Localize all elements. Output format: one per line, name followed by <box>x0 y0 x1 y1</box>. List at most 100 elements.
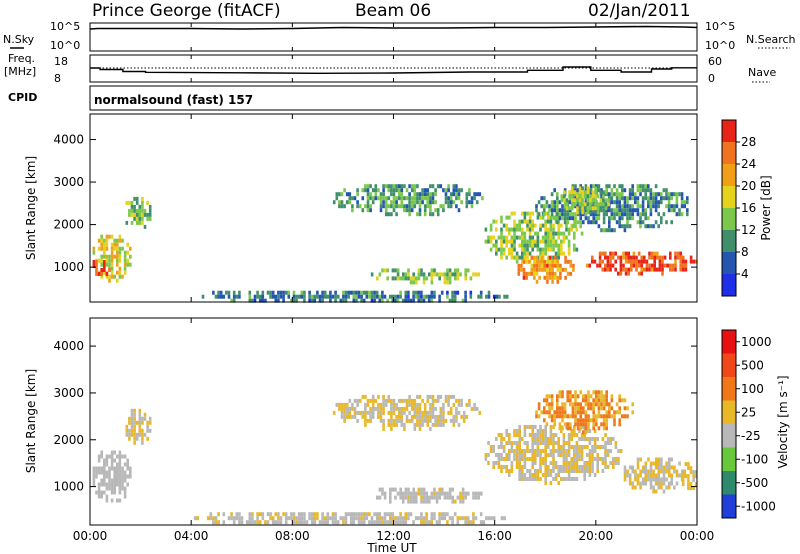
heatmap-cell <box>118 254 122 259</box>
heatmap-cell <box>575 465 579 469</box>
heatmap-cell <box>667 204 671 209</box>
heatmap-cell <box>248 516 252 521</box>
heatmap-cell <box>502 457 506 461</box>
heatmap-cell <box>573 429 576 433</box>
heatmap-cell <box>649 212 653 217</box>
heatmap-cell <box>371 188 375 193</box>
heatmap-cell <box>103 482 106 487</box>
heatmap-cell <box>649 469 653 474</box>
heatmap-cell <box>541 449 545 453</box>
heatmap-cell <box>95 474 98 479</box>
heatmap-cell <box>608 192 611 197</box>
heatmap-cell <box>571 410 575 415</box>
heatmap-cell <box>123 270 127 275</box>
heatmap-cell <box>297 294 301 299</box>
heatmap-cell <box>408 212 411 217</box>
heatmap-cell <box>618 224 621 229</box>
heatmap-cell <box>290 512 293 517</box>
heatmap-cell <box>543 275 547 280</box>
heatmap-cell <box>108 268 111 272</box>
heatmap-cell <box>405 402 409 407</box>
heatmap-cell <box>356 410 359 415</box>
heatmap-cell <box>392 184 396 189</box>
nave-tick-high: 60 <box>708 55 722 68</box>
heatmap-cell <box>631 410 634 415</box>
colorbar-segment <box>722 424 736 448</box>
heatmap-cell <box>608 184 611 189</box>
heatmap-cell <box>381 516 384 521</box>
heatmap-cell <box>352 298 356 303</box>
heatmap-cell <box>587 402 590 407</box>
heatmap-cell <box>556 398 559 403</box>
heatmap-cell <box>563 190 566 195</box>
heatmap-cell <box>336 294 340 299</box>
heatmap-cell <box>626 414 629 419</box>
heatmap-cell <box>608 216 611 221</box>
heatmap-cell <box>601 437 605 441</box>
heatmap-cell <box>464 298 467 303</box>
heatmap-cell <box>602 202 605 207</box>
heatmap-cell <box>544 247 547 252</box>
heatmap-cell <box>248 520 252 525</box>
heatmap-cell <box>510 247 514 252</box>
heatmap-cell <box>323 294 327 299</box>
heatmap-cell <box>456 520 460 525</box>
heatmap-cell <box>578 198 582 203</box>
heatmap-cell <box>472 495 475 500</box>
heatmap-cell <box>430 495 434 500</box>
heatmap-cell <box>639 220 642 225</box>
heatmap-cell <box>588 457 592 461</box>
heatmap-cell <box>206 516 210 521</box>
heatmap-cell <box>634 473 637 478</box>
heatmap-cell <box>348 196 352 201</box>
heatmap-cell <box>551 279 554 284</box>
heatmap-cell <box>610 394 614 399</box>
heatmap-cell <box>627 251 630 256</box>
heatmap-cell <box>121 470 124 475</box>
heatmap-cell <box>681 474 685 479</box>
heatmap-cell <box>604 445 607 449</box>
heatmap-cell <box>403 196 406 201</box>
heatmap-cell <box>433 487 436 492</box>
heatmap-cell <box>561 208 564 213</box>
heatmap-cell <box>409 280 413 285</box>
heatmap-cell <box>606 465 610 469</box>
heatmap-cell <box>121 246 124 251</box>
heatmap-cell <box>639 184 642 189</box>
heatmap-cell <box>597 394 601 399</box>
power-scale-label: Power [dB] <box>759 175 773 240</box>
heatmap-cell <box>434 200 437 205</box>
heatmap-cell <box>575 461 579 465</box>
heatmap-cell <box>395 184 398 189</box>
heatmap-cell <box>129 246 132 251</box>
heatmap-cell <box>408 398 411 403</box>
heatmap-cell <box>535 414 538 419</box>
heatmap-cell <box>515 461 519 465</box>
heatmap-cell <box>408 208 411 213</box>
heatmap-cell <box>297 520 301 525</box>
heatmap-cell <box>133 424 136 429</box>
heatmap-cell <box>266 512 270 517</box>
heatmap-cell <box>356 418 359 423</box>
heatmap-cell <box>686 196 689 201</box>
heatmap-cell <box>558 406 562 411</box>
heatmap-cell <box>536 239 540 244</box>
heatmap-cell <box>118 238 122 243</box>
heatmap-cell <box>386 268 389 273</box>
heatmap-cell <box>624 255 628 260</box>
heatmap-cell <box>431 200 435 205</box>
heatmap-cell <box>617 255 620 260</box>
heatmap-cell <box>417 491 421 496</box>
heatmap-cell <box>415 280 418 285</box>
heatmap-cell <box>360 294 363 299</box>
heatmap-cell <box>579 418 582 423</box>
heatmap-cell <box>110 450 114 455</box>
heatmap-cell <box>539 223 542 228</box>
heatmap-cell <box>118 462 122 467</box>
heatmap-cell <box>407 516 410 521</box>
heatmap-cell <box>584 430 588 435</box>
heatmap-cell <box>374 196 378 201</box>
heatmap-cell <box>366 410 370 415</box>
heatmap-cell <box>489 239 493 244</box>
heatmap-cell <box>421 398 424 403</box>
